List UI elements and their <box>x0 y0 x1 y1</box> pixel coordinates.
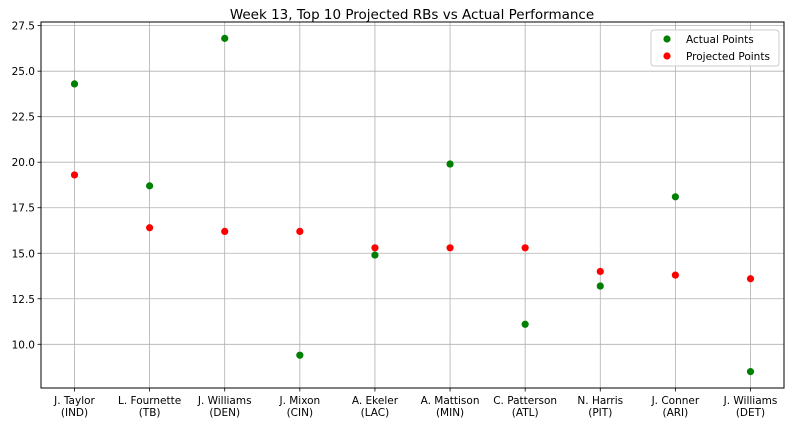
x-tick-label-line: C. Patterson <box>493 395 557 407</box>
legend: Actual Points Projected Points <box>650 29 780 67</box>
x-tick-label-line: (LAC) <box>361 407 390 419</box>
y-tick-label: 25.0 <box>12 66 35 78</box>
x-tick-label-line: (ATL) <box>512 407 539 419</box>
x-tick-label-line: (MIN) <box>436 407 464 419</box>
plot-frame <box>40 21 785 389</box>
x-tick-label: J. Mixon (CIN) <box>278 395 320 419</box>
x-tick-label: J. Conner (ARI) <box>651 395 700 419</box>
x-tick-label: A. Ekeler (LAC) <box>352 395 399 419</box>
x-tick-label-line: (PIT) <box>588 407 612 419</box>
x-tick-label: A. Mattison (MIN) <box>421 395 480 419</box>
data-points <box>70 34 755 376</box>
x-tick-label-line: (ARI) <box>662 407 688 419</box>
y-axis: 10.0 12.5 15.0 17.5 20.0 22.5 25.0 27.5 <box>12 21 41 351</box>
x-tick-label: J. Williams (DET) <box>723 395 778 419</box>
x-tick-label-line: (DET) <box>736 407 765 419</box>
x-tick-label-line: J. Conner <box>651 395 700 407</box>
actual-point <box>596 282 604 290</box>
projected-point <box>671 271 679 279</box>
legend-label-projected: Projected Points <box>686 51 770 63</box>
y-tick-label: 10.0 <box>12 339 35 351</box>
x-tick-label-line: J. Williams <box>723 395 778 407</box>
projected-point <box>446 244 454 252</box>
projected-point <box>596 267 604 276</box>
actual-point <box>371 251 379 259</box>
x-tick-label-line: (TB) <box>139 407 161 419</box>
actual-point <box>296 351 304 359</box>
x-tick-label-line: J. Williams <box>197 395 252 407</box>
actual-point <box>221 34 229 42</box>
x-tick-label: L. Fournette (TB) <box>118 395 181 419</box>
actual-point <box>446 160 454 168</box>
x-tick-label-line: J. Taylor <box>53 395 95 407</box>
y-tick-label: 22.5 <box>12 112 35 124</box>
x-tick-label-line: A. Ekeler <box>352 395 399 407</box>
y-tick-label: 27.5 <box>12 21 35 33</box>
x-tick-label-line: (DEN) <box>209 407 240 419</box>
x-tick-label: N. Harris (PIT) <box>577 395 623 419</box>
actual-point <box>146 182 154 190</box>
legend-label-actual: Actual Points <box>686 34 754 46</box>
projected-point <box>521 244 529 252</box>
x-tick-label: C. Patterson (ATL) <box>493 395 557 419</box>
actual-point <box>671 193 679 201</box>
y-tick-label: 20.0 <box>12 157 35 169</box>
legend-box <box>650 29 780 67</box>
x-tick-label-line: L. Fournette <box>118 395 181 407</box>
projected-point <box>371 244 379 252</box>
x-tick-label-line: J. Mixon <box>278 395 320 407</box>
y-tick-label: 17.5 <box>12 203 35 215</box>
actual-point <box>521 320 529 328</box>
projected-point <box>746 275 755 283</box>
x-tick-label-line: N. Harris <box>577 395 623 407</box>
x-axis: J. Taylor (IND) L. Fournette (TB) J. William… <box>53 388 777 419</box>
projected-point <box>221 227 229 236</box>
legend-marker-projected <box>663 52 671 60</box>
x-tick-label-line: (IND) <box>61 407 88 419</box>
x-tick-label-line: A. Mattison <box>421 395 480 407</box>
actual-point <box>746 368 755 376</box>
y-tick-label: 12.5 <box>12 294 35 306</box>
x-tick-label: J. Taylor (IND) <box>53 395 95 419</box>
projected-point <box>146 224 154 232</box>
legend-marker-actual <box>663 35 671 43</box>
x-tick-label: J. Williams (DEN) <box>197 395 252 419</box>
actual-point <box>70 80 79 88</box>
projected-point <box>296 227 304 236</box>
chart-title: Week 13, Top 10 Projected RBs vs Actual … <box>230 7 594 23</box>
projected-point <box>70 171 79 179</box>
y-tick-label: 15.0 <box>12 248 35 260</box>
x-tick-label-line: (CIN) <box>287 407 313 419</box>
